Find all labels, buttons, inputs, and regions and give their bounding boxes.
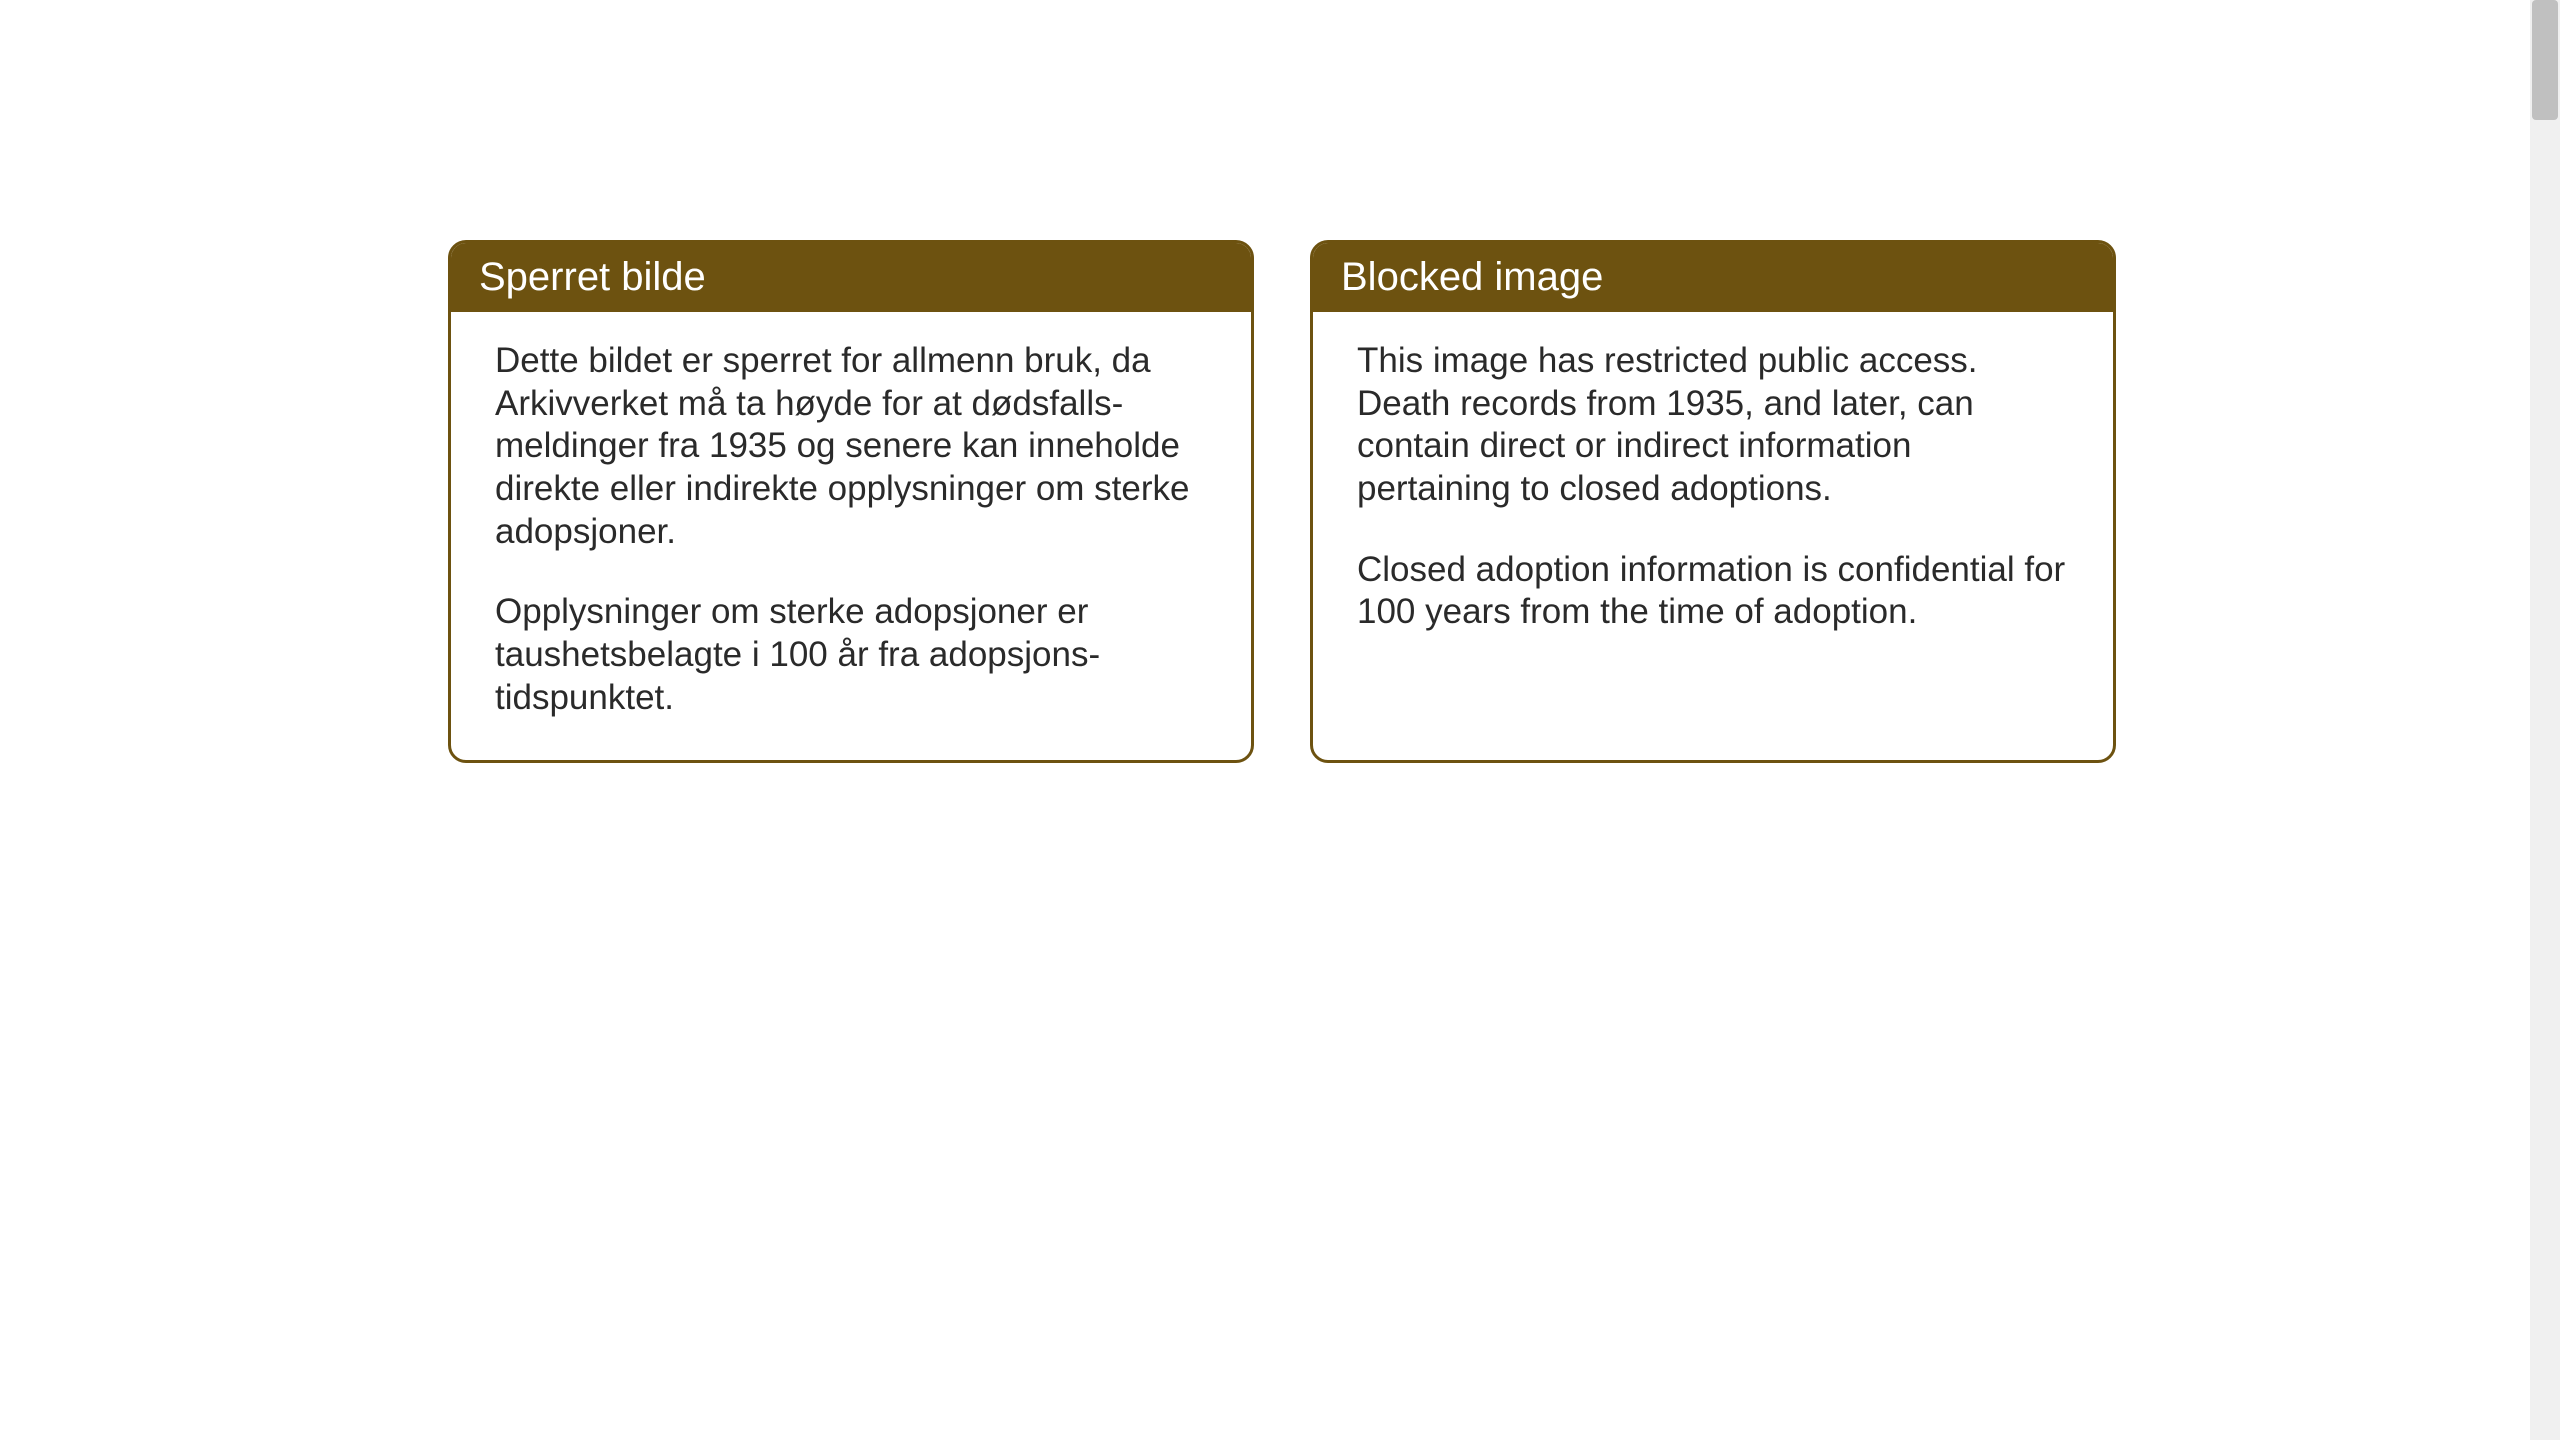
card-header-norwegian: Sperret bilde bbox=[451, 243, 1251, 312]
card-body-norwegian: Dette bildet er sperret for allmenn bruk… bbox=[451, 312, 1251, 760]
card-title-norwegian: Sperret bilde bbox=[479, 255, 706, 299]
notice-card-english: Blocked image This image has restricted … bbox=[1310, 240, 2116, 763]
card-para1-english: This image has restricted public access.… bbox=[1357, 340, 2069, 511]
card-title-english: Blocked image bbox=[1341, 255, 1603, 299]
notice-container: Sperret bilde Dette bildet er sperret fo… bbox=[0, 0, 2560, 763]
card-body-english: This image has restricted public access.… bbox=[1313, 312, 2113, 674]
scrollbar-thumb[interactable] bbox=[2532, 0, 2558, 120]
card-header-english: Blocked image bbox=[1313, 243, 2113, 312]
card-para2-norwegian: Opplysninger om sterke adopsjoner er tau… bbox=[495, 591, 1207, 719]
scrollbar-track[interactable] bbox=[2530, 0, 2560, 1440]
card-para2-english: Closed adoption information is confident… bbox=[1357, 549, 2069, 634]
card-para1-norwegian: Dette bildet er sperret for allmenn bruk… bbox=[495, 340, 1207, 553]
notice-card-norwegian: Sperret bilde Dette bildet er sperret fo… bbox=[448, 240, 1254, 763]
